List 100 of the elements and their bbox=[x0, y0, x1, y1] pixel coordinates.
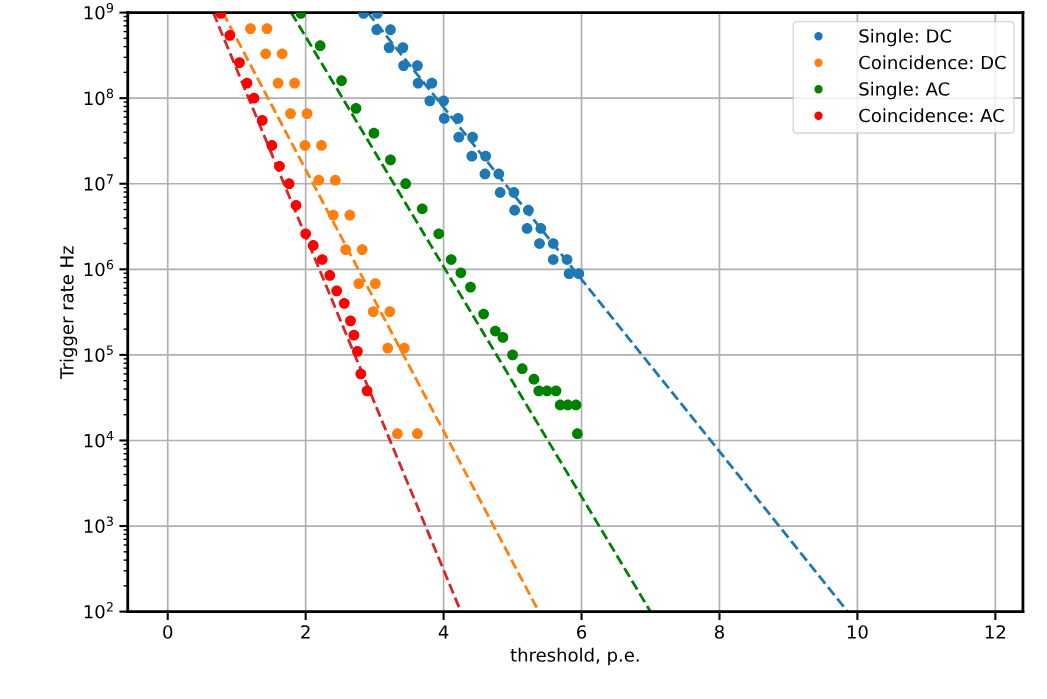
point bbox=[392, 428, 403, 440]
point bbox=[290, 199, 302, 211]
point bbox=[479, 168, 491, 180]
point bbox=[494, 187, 506, 198]
point bbox=[382, 342, 394, 354]
point bbox=[336, 75, 347, 87]
point bbox=[384, 306, 396, 318]
point bbox=[489, 325, 501, 337]
x-tick-label: 4 bbox=[438, 625, 449, 639]
point bbox=[433, 228, 445, 240]
point bbox=[547, 238, 559, 249]
point bbox=[508, 187, 520, 198]
point bbox=[276, 48, 288, 60]
point bbox=[352, 345, 363, 357]
point bbox=[509, 204, 521, 216]
point bbox=[416, 203, 428, 215]
point bbox=[480, 150, 492, 162]
point bbox=[348, 329, 360, 341]
point bbox=[241, 77, 253, 89]
y-tick-label: 10$^{4}$ bbox=[84, 431, 114, 448]
point bbox=[301, 108, 313, 119]
point bbox=[516, 363, 528, 375]
point bbox=[283, 178, 295, 190]
point bbox=[438, 113, 450, 124]
point bbox=[398, 60, 409, 71]
point bbox=[383, 42, 395, 53]
y-tick-label: 10$^{5}$ bbox=[84, 345, 113, 362]
legend-label: Single: AC bbox=[859, 81, 950, 100]
x-tick-label: 2 bbox=[301, 625, 310, 639]
point bbox=[572, 428, 583, 440]
point bbox=[353, 278, 365, 290]
point bbox=[355, 368, 367, 380]
y-axis-title: Trigger rate Hz bbox=[59, 246, 78, 379]
legend-label: Single: DC bbox=[859, 28, 952, 47]
point bbox=[313, 174, 325, 186]
point bbox=[438, 95, 449, 107]
point bbox=[272, 77, 284, 89]
point bbox=[400, 178, 412, 190]
point bbox=[547, 254, 559, 265]
point bbox=[467, 131, 478, 143]
point bbox=[324, 269, 336, 281]
y-tick-label: 10$^{6}$ bbox=[84, 259, 114, 277]
point bbox=[523, 204, 534, 216]
point bbox=[361, 385, 373, 397]
legend-label: Coincidence: AC bbox=[859, 108, 1004, 123]
point bbox=[534, 238, 545, 249]
point bbox=[412, 60, 423, 71]
point bbox=[345, 315, 356, 327]
point bbox=[224, 30, 236, 41]
point bbox=[338, 297, 350, 309]
point bbox=[521, 223, 533, 234]
point bbox=[385, 154, 396, 166]
x-tick-label: 12 bbox=[985, 625, 1006, 639]
x-tick-label: 10 bbox=[847, 625, 868, 639]
point bbox=[452, 113, 464, 124]
point bbox=[573, 268, 585, 280]
legend-label: Coincidence: DC bbox=[859, 55, 1006, 70]
point bbox=[289, 77, 301, 89]
point bbox=[478, 308, 489, 320]
y-tick-label: 10$^{2}$ bbox=[84, 602, 113, 619]
point bbox=[371, 24, 383, 36]
point bbox=[299, 140, 311, 151]
point bbox=[316, 254, 328, 265]
point bbox=[397, 42, 409, 53]
y-tick-label: 10$^{9}$ bbox=[84, 3, 114, 20]
point bbox=[356, 244, 368, 255]
point bbox=[412, 428, 423, 440]
point bbox=[465, 281, 476, 293]
y-tick-label: 10$^{7}$ bbox=[84, 174, 113, 191]
point bbox=[314, 40, 326, 52]
x-axis-title: threshold, p.e. bbox=[510, 647, 639, 666]
point bbox=[327, 209, 339, 221]
point bbox=[368, 127, 380, 139]
point bbox=[350, 102, 362, 114]
point bbox=[316, 140, 327, 151]
point bbox=[245, 23, 256, 34]
point bbox=[535, 223, 547, 234]
point bbox=[367, 306, 379, 318]
point bbox=[426, 77, 438, 89]
x-tick-label: 6 bbox=[577, 625, 587, 639]
point bbox=[445, 254, 457, 265]
point bbox=[248, 92, 260, 104]
y-tick-label: 10$^{8}$ bbox=[84, 88, 114, 106]
point bbox=[497, 332, 509, 343]
point bbox=[260, 48, 272, 60]
point bbox=[300, 228, 312, 240]
point bbox=[329, 174, 341, 186]
point bbox=[453, 131, 465, 143]
point bbox=[385, 24, 396, 36]
x-tick-label: 8 bbox=[714, 625, 724, 639]
x-tick-label: 0 bbox=[163, 625, 173, 639]
point bbox=[528, 373, 540, 385]
point bbox=[307, 240, 319, 251]
point bbox=[331, 285, 343, 297]
point bbox=[234, 57, 245, 69]
point bbox=[274, 160, 285, 172]
point bbox=[570, 399, 582, 411]
point bbox=[266, 140, 278, 151]
point bbox=[455, 267, 467, 279]
point bbox=[563, 268, 575, 280]
